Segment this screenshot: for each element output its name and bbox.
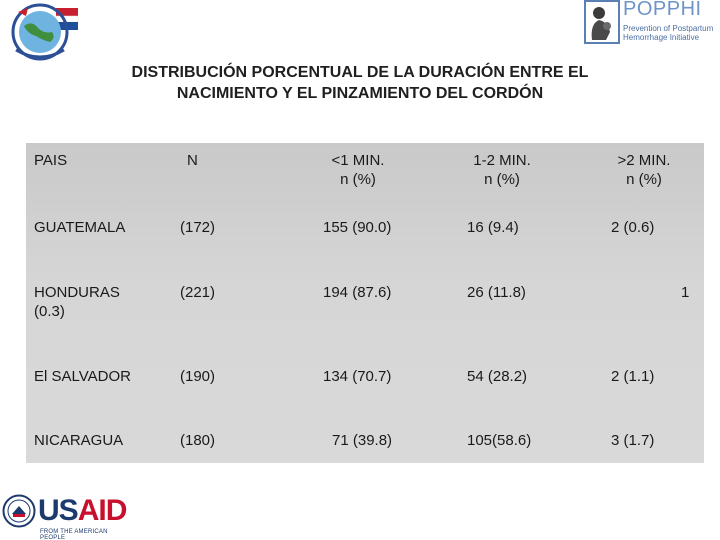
cell-pais-line-1: HONDURAS [34,284,120,301]
cell-n: (190) [180,368,216,385]
header-pais: PAIS [34,152,68,169]
header-n: N [187,152,198,169]
mother-child-icon [584,0,620,44]
cell-gt2: 1 [681,284,690,301]
popphi-logo: POPPHI Prevention of Postpartum Hemorrha… [584,0,720,46]
usaid-subtitle: FROM THE AMERICAN PEOPLE [40,529,108,540]
cell-1-2: 26 (11.8) [467,284,526,301]
cell-n: (180) [180,432,216,449]
cell-pais-line-2: (0.3) [34,303,65,320]
header-1-2-unit: n (%) [484,171,520,188]
header-gt2: >2 MIN. n (%) [604,151,684,189]
header-gt2-label: >2 MIN. [617,152,671,169]
usaid-us: US [38,494,79,527]
cell-n: (172) [180,219,216,236]
cell-lt1: 194 (87.6) [323,284,392,301]
usaid-wordmark: USAID [38,494,128,528]
slide-title: DISTRIBUCIÓN PORCENTUAL DE LA DURACIÓN E… [40,62,680,104]
popphi-tagline: Prevention of Postpartum Hemorrhage Init… [623,24,714,42]
cell-gt2: 2 (0.6) [611,219,655,236]
central-america-emblem-logo [4,2,80,64]
data-table [26,143,704,463]
cell-n: (221) [180,284,216,301]
cell-1-2: 54 (28.2) [467,368,528,385]
cell-1-2: 16 (9.4) [467,219,519,236]
popphi-name: POPPHI [623,0,702,20]
cell-gt2: 3 (1.7) [611,432,655,449]
usaid-logo: USAID FROM THE AMERICAN PEOPLE [0,490,130,540]
usaid-aid: AID [77,494,128,527]
cell-lt1: 155 (90.0) [323,219,392,236]
header-1-2-label: 1-2 MIN. [473,152,531,169]
cell-pais: El SALVADOR [34,368,131,385]
cell-pais: NICARAGUA [34,432,124,449]
title-line-2: NACIMIENTO Y EL PINZAMIENTO DEL CORDÓN [176,85,544,102]
header-lt1-label: <1 MIN. [331,152,385,169]
cell-pais: HONDURAS (0.3) [34,283,120,321]
cell-1-2: 105(58.6) [467,432,532,449]
cell-lt1: 134 (70.7) [323,368,392,385]
title-line-1: DISTRIBUCIÓN PORCENTUAL DE LA DURACIÓN E… [131,64,589,81]
cell-gt2: 2 (1.1) [611,368,655,385]
usaid-seal-icon [2,494,36,528]
header-gt2-unit: n (%) [626,171,662,188]
header-1-2: 1-2 MIN. n (%) [462,151,542,189]
cell-lt1: 71 (39.8) [332,432,393,449]
header-lt1: <1 MIN. n (%) [318,151,398,189]
cell-pais: GUATEMALA [34,219,126,236]
header-lt1-unit: n (%) [340,171,376,188]
